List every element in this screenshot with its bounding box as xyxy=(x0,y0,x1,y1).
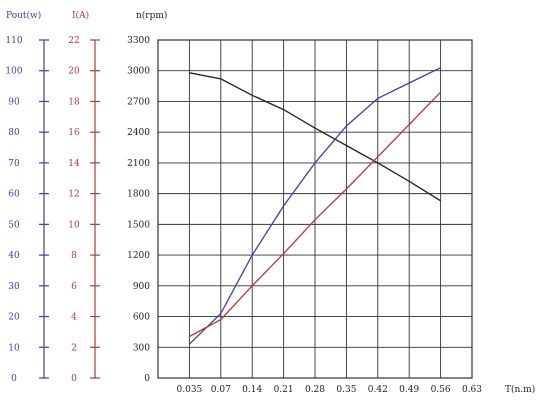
current-tick-label: 4 xyxy=(71,313,77,323)
current-tick-label: 8 xyxy=(71,251,77,261)
speed-tick-label: 0 xyxy=(144,374,150,384)
torque-tick-label: 0.42 xyxy=(368,385,388,395)
speed-tick-label: 3300 xyxy=(127,36,150,46)
speed-tick-label: 3000 xyxy=(127,67,150,77)
speed-tick-label: 2400 xyxy=(127,128,150,138)
pout-series-line xyxy=(188,67,441,345)
current-tick-label: 20 xyxy=(68,67,80,77)
speed-tick-label: 900 xyxy=(133,282,150,292)
speed-axis-title: n(rpm) xyxy=(136,10,167,21)
pout-tick-label: 40 xyxy=(8,251,20,261)
speed-tick-label: 600 xyxy=(133,313,150,323)
pout-tick-label: 20 xyxy=(8,313,20,323)
pout-tick-label: 90 xyxy=(8,97,20,107)
current-tick-label: 18 xyxy=(68,97,80,107)
torque-tick-label: 0.63 xyxy=(462,385,482,395)
current-tick-label: 0 xyxy=(71,374,77,384)
torque-tick-label: 0.035 xyxy=(177,385,203,395)
torque-tick-label: 0.56 xyxy=(431,385,451,395)
speed-series-line xyxy=(189,72,441,202)
speed-tick-label: 300 xyxy=(133,343,150,353)
torque-tick-label: 0.21 xyxy=(274,385,294,395)
speed-tick-label: 1200 xyxy=(127,251,150,261)
pout-tick-label: 0 xyxy=(11,374,17,384)
speed-tick-label: 2100 xyxy=(127,159,150,169)
torque-tick-label: 0.28 xyxy=(305,385,325,395)
current-tick-label: 14 xyxy=(68,159,80,169)
current-tick-label: 22 xyxy=(68,36,79,46)
current-tick-label: 16 xyxy=(68,128,80,138)
pout-tick-label: 70 xyxy=(8,159,20,169)
torque-tick-label: 0.49 xyxy=(399,385,419,395)
torque-tick-label: 0.35 xyxy=(336,385,356,395)
current-tick-label: 10 xyxy=(68,220,80,230)
speed-tick-label: 1500 xyxy=(127,220,150,230)
pout-tick-label: 50 xyxy=(8,220,20,230)
current-tick-label: 12 xyxy=(68,190,79,200)
current-axis-title: I(A) xyxy=(72,10,89,21)
torque-axis-title: T(n.m) xyxy=(505,384,535,395)
current-series-line xyxy=(189,91,442,338)
pout-tick-label: 60 xyxy=(8,190,20,200)
current-tick-label: 2 xyxy=(71,343,77,353)
speed-tick-label: 1800 xyxy=(127,190,150,200)
speed-tick-label: 2700 xyxy=(127,97,150,107)
pout-axis-title: Pout(w) xyxy=(6,10,41,21)
pout-tick-label: 110 xyxy=(5,36,22,46)
pout-tick-label: 30 xyxy=(8,282,20,292)
current-tick-label: 6 xyxy=(71,282,77,292)
pout-tick-label: 100 xyxy=(5,67,22,77)
pout-tick-label: 80 xyxy=(8,128,20,138)
pout-tick-label: 10 xyxy=(8,343,20,353)
torque-tick-label: 0.14 xyxy=(242,385,262,395)
torque-tick-label: 0.07 xyxy=(211,385,231,395)
